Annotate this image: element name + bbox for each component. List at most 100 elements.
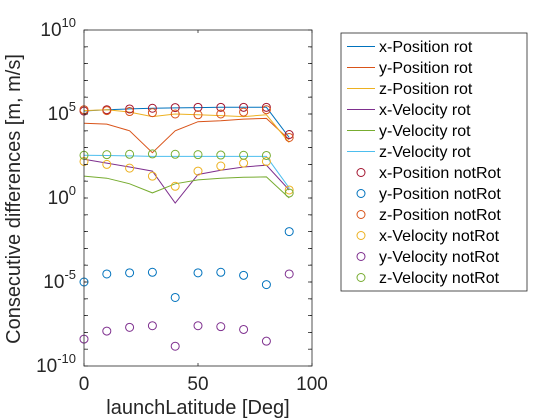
legend-label: z-Position notRot [379, 207, 501, 224]
data-point [284, 188, 294, 198]
y-axis-label: Consecutive differences [m, m/s] [3, 54, 25, 344]
series-line [83, 175, 290, 199]
x-tick-label: 50 [187, 374, 208, 395]
x-axis-label: launchLatitude [Deg] [106, 397, 289, 419]
data-point [216, 102, 226, 112]
data-point [284, 227, 294, 237]
legend-label: x-Position notRot [379, 165, 501, 182]
data-point [193, 321, 203, 331]
series-line [83, 117, 290, 154]
legend-entry: x-Velocity rot [347, 102, 471, 119]
data-point [193, 110, 203, 120]
data-point [125, 322, 135, 332]
data-point [102, 326, 112, 336]
series-z-position-rot [83, 109, 290, 143]
y-tick-label: 1010 [40, 15, 76, 41]
tick-labels: 0 50 100 10-10 10-5 100 105 1010 [36, 15, 328, 395]
data-point [147, 321, 157, 331]
y-tick-label: 105 [48, 99, 76, 125]
legend-swatch-marker [356, 252, 366, 261]
series-y-position-rot [83, 117, 290, 154]
legend-entry: y-Position rot [347, 60, 473, 77]
data-point [239, 107, 249, 117]
data-point [216, 109, 226, 119]
data-point [125, 149, 135, 159]
data-point [239, 150, 249, 160]
data-point [239, 270, 249, 280]
data-point [284, 130, 294, 140]
legend-label: z-Position rot [379, 81, 473, 98]
legend-label: x-Position rot [379, 39, 473, 56]
data-point [193, 166, 203, 176]
legend-entry: z-Position notRot [356, 207, 501, 224]
legend-entry: y-Velocity notRot [356, 249, 500, 266]
axes-box [83, 29, 313, 367]
data-point [170, 149, 180, 159]
series-z-velocity-rot [83, 154, 290, 189]
legend-label: y-Position notRot [379, 186, 501, 203]
series-z-velocity-notrot [79, 149, 294, 198]
data-point [261, 336, 271, 346]
legend-swatch-marker [356, 231, 366, 240]
data-point [284, 132, 294, 142]
series-line [83, 154, 290, 189]
data-point [102, 106, 112, 116]
data-point [261, 280, 271, 290]
data-point [102, 150, 112, 160]
legend-label: y-Velocity notRot [379, 249, 500, 266]
series-z-position-notrot [79, 105, 294, 142]
legend-entry: x-Position notRot [356, 165, 501, 182]
data-point [147, 108, 157, 118]
y-tick-label: 10-5 [43, 267, 76, 293]
data-point [147, 149, 157, 159]
data-point [125, 104, 135, 114]
data-point [216, 150, 226, 160]
data-point [147, 267, 157, 277]
legend-swatch-marker [356, 210, 366, 219]
x-tick-label: 0 [79, 374, 90, 395]
series-x-position-notrot [79, 102, 294, 140]
data-point [216, 267, 226, 277]
x-tick-label: 100 [296, 374, 328, 395]
series-y-position-notrot [79, 227, 294, 302]
legend-label: y-Position rot [379, 60, 473, 77]
data-point [125, 268, 135, 278]
legend-entry: x-Velocity notRot [356, 228, 500, 245]
data-point [170, 109, 180, 119]
legend-swatch-marker [356, 168, 366, 177]
legend-entry: x-Position rot [347, 39, 473, 56]
series-line [83, 109, 290, 143]
data-point [193, 150, 203, 160]
y-tick-label: 100 [48, 183, 76, 209]
legend-entry: z-Velocity rot [347, 144, 471, 161]
plot-area [79, 102, 294, 351]
data-point [216, 322, 226, 332]
series-line [83, 106, 290, 138]
legend-label: z-Velocity notRot [379, 270, 500, 287]
data-point [216, 161, 226, 171]
axes [83, 29, 313, 367]
series-x-position-rot [83, 106, 290, 138]
data-point [261, 150, 271, 160]
series-y-velocity-rot [83, 175, 290, 199]
data-point [239, 158, 249, 168]
data-point [147, 103, 157, 113]
legend-label: z-Velocity rot [379, 144, 471, 161]
legend: x-Position rot y-Position rot z-Position r… [340, 32, 528, 292]
legend-swatch-marker [356, 189, 366, 198]
data-point [284, 269, 294, 279]
data-point [102, 269, 112, 279]
legend-entry: y-Velocity rot [347, 123, 471, 140]
data-point [239, 102, 249, 112]
legend-entry: z-Position rot [347, 81, 473, 98]
data-point [239, 324, 249, 334]
series-x-velocity-rot [83, 158, 290, 204]
data-point [284, 185, 294, 195]
series-line [83, 158, 290, 204]
data-point [193, 102, 203, 112]
y-tick-label: 10-10 [36, 351, 76, 377]
data-point [170, 103, 180, 113]
data-point [125, 163, 135, 173]
data-point [147, 171, 157, 181]
